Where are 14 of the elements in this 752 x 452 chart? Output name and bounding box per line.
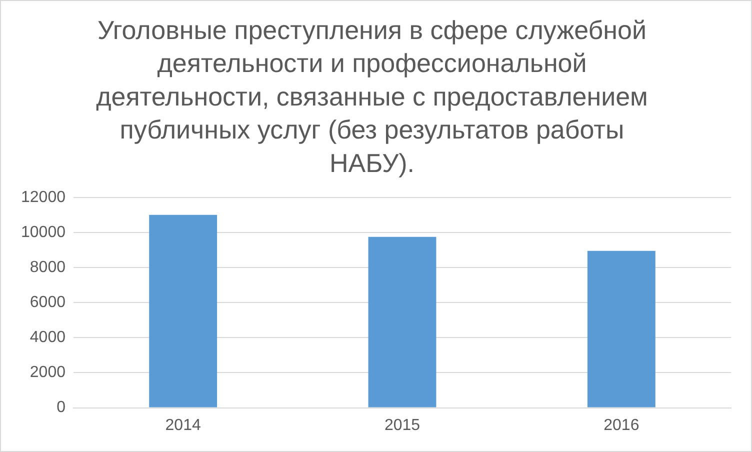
y-tick-label: 10000 (20, 224, 66, 241)
y-tick-label: 4000 (30, 329, 66, 346)
x-tick-label: 2014 (165, 416, 201, 434)
y-tick-label: 12000 (20, 188, 66, 206)
y-tick-label: 0 (56, 399, 66, 416)
x-tick-label: 2016 (604, 416, 640, 434)
y-tick-label: 2000 (30, 364, 66, 382)
bar (368, 236, 436, 408)
bar (149, 214, 218, 408)
bar (587, 250, 656, 408)
chart-title: Уголовные преступления в сфере служебной деятельности и профессиональной деятельности, связанные с предоставлением публичных услуг (без результатов работы НАБУ). (96, 14, 648, 178)
y-tick-label: 8000 (30, 258, 66, 276)
y-tick-label: 6000 (30, 294, 66, 312)
x-tick-label: 2015 (384, 416, 420, 434)
